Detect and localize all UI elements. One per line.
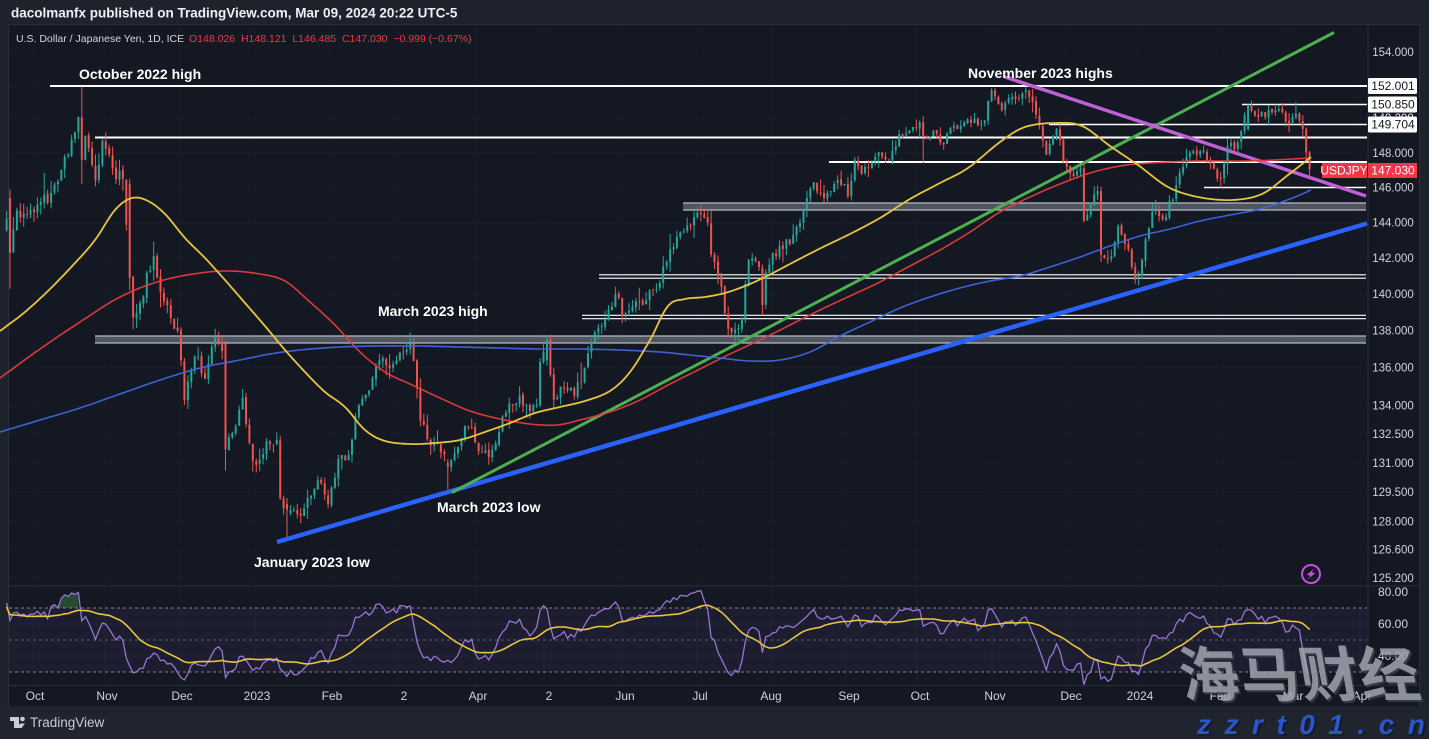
svg-text:138.000: 138.000: [1372, 326, 1414, 338]
svg-text:2: 2: [401, 689, 408, 703]
svg-text:132.500: 132.500: [1372, 429, 1414, 441]
svg-text:Oct: Oct: [26, 689, 45, 703]
svg-text:80.00: 80.00: [1378, 585, 1408, 599]
svg-text:60.00: 60.00: [1378, 617, 1408, 631]
svg-text:150.850: 150.850: [1371, 98, 1415, 112]
svg-text:152.001: 152.001: [1371, 79, 1415, 93]
svg-text:2024: 2024: [1127, 689, 1154, 703]
svg-text:Apr: Apr: [469, 689, 488, 703]
svg-text:Jun: Jun: [615, 689, 634, 703]
svg-text:136.000: 136.000: [1372, 363, 1414, 375]
svg-text:January 2023 low: January 2023 low: [254, 554, 370, 570]
svg-text:149.704: 149.704: [1371, 118, 1415, 132]
svg-text:Nov: Nov: [984, 689, 1005, 703]
svg-text:Sep: Sep: [838, 689, 860, 703]
svg-text:Dec: Dec: [1060, 689, 1081, 703]
svg-text:129.500: 129.500: [1372, 487, 1414, 499]
svg-text:Jul: Jul: [692, 689, 707, 703]
svg-text:zzrt01.cn: zzrt01.cn: [1198, 711, 1429, 739]
svg-text:March 2023 low: March 2023 low: [437, 499, 541, 515]
svg-text:March 2023 high: March 2023 high: [378, 303, 488, 319]
svg-text:144.000: 144.000: [1372, 218, 1414, 230]
svg-text:134.000: 134.000: [1372, 400, 1414, 412]
svg-text:Oct: Oct: [911, 689, 930, 703]
svg-text:146.000: 146.000: [1372, 183, 1414, 195]
svg-text:Nov: Nov: [96, 689, 117, 703]
svg-text:Feb: Feb: [322, 689, 343, 703]
svg-text:2023: 2023: [244, 689, 271, 703]
svg-text:142.000: 142.000: [1372, 253, 1414, 265]
svg-text:November 2023 highs: November 2023 highs: [968, 65, 1113, 81]
svg-text:dacolmanfx published on Tradin: dacolmanfx published on TradingView.com,…: [11, 6, 458, 21]
svg-text:October 2022 high: October 2022 high: [79, 66, 201, 82]
svg-text:TradingView: TradingView: [30, 715, 105, 730]
svg-text:125.200: 125.200: [1372, 573, 1414, 585]
svg-text:O148.026 H148.121 L146.485: O148.026 H148.121 L146.485 C147.030 −0.9…: [189, 33, 472, 45]
svg-text:Aug: Aug: [760, 689, 781, 703]
svg-text:U.S. Dollar / Japanese Yen, 1D: U.S. Dollar / Japanese Yen, 1D, ICE: [16, 33, 184, 45]
svg-text:131.000: 131.000: [1372, 458, 1414, 470]
svg-text:148.000: 148.000: [1372, 148, 1414, 160]
svg-text:147.030: 147.030: [1371, 164, 1415, 178]
svg-text:2: 2: [546, 689, 553, 703]
svg-text:Dec: Dec: [171, 689, 192, 703]
svg-text:128.000: 128.000: [1372, 517, 1414, 529]
svg-text:140.000: 140.000: [1372, 289, 1414, 301]
svg-text:154.000: 154.000: [1372, 47, 1414, 59]
svg-text:zzrt01.cn: zzrt01.cn: [1196, 709, 1429, 739]
svg-text:126.600: 126.600: [1372, 545, 1414, 557]
svg-text:USDJPY: USDJPY: [1320, 164, 1367, 178]
